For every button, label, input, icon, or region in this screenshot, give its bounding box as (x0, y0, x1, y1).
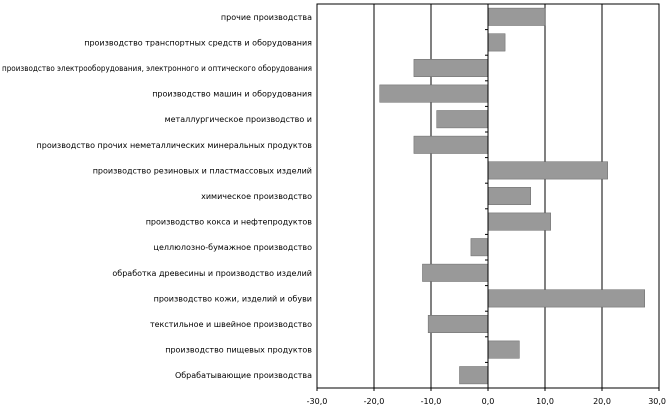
bar (487, 7, 546, 26)
x-tick-label: 10,0 (536, 397, 554, 406)
x-tick-label: -10,0 (421, 397, 442, 406)
bar (413, 59, 489, 77)
bar (470, 238, 489, 257)
category-label: производство транспортных средств и обор… (84, 38, 312, 47)
x-tick-label: -30,0 (307, 397, 328, 406)
bar (487, 187, 531, 205)
bar (427, 315, 489, 333)
category-label: целлюлозно-бумажное производство (154, 243, 313, 252)
category-label: производство прочих неметаллических мине… (37, 141, 313, 150)
category-label: прочие производства (221, 13, 312, 22)
category-label: производство резиновых и пластмассовых и… (93, 166, 312, 175)
category-label: металлургическое производство и (165, 115, 312, 124)
x-tick-label: 0,0 (482, 397, 495, 406)
bar (413, 135, 489, 154)
x-tick-label: 30,0 (648, 397, 666, 406)
bar (487, 33, 506, 52)
bar (487, 212, 551, 231)
x-tick-label: -20,0 (364, 397, 385, 406)
bar (459, 366, 489, 385)
category-label: текстильное и швейное производство (150, 320, 312, 329)
bar (487, 340, 520, 359)
bars (379, 7, 645, 385)
bar (487, 161, 608, 180)
bar (487, 289, 645, 308)
bar (436, 110, 489, 129)
category-label: производство кокса и нефтепродуктов (146, 218, 313, 227)
bar (422, 263, 489, 282)
category-label: производство кожи, изделий и обуви (154, 294, 312, 303)
category-label: производство машин и оборудования (152, 90, 312, 99)
category-label: обработка древесины и производство издел… (112, 269, 312, 278)
category-label: производство электрооборудования, электр… (2, 64, 312, 73)
category-labels: прочие производства производство транспор… (2, 13, 312, 380)
bar (379, 84, 489, 103)
x-tick-labels: -30,0 -20,0 -10,0 0,0 10,0 20,0 30,0 (307, 388, 666, 406)
category-label: Обрабатывающие производства (175, 371, 312, 380)
category-label: производство пищевых продуктов (165, 346, 312, 355)
category-label: химическое производство (201, 192, 312, 201)
x-tick-label: 20,0 (593, 397, 611, 406)
